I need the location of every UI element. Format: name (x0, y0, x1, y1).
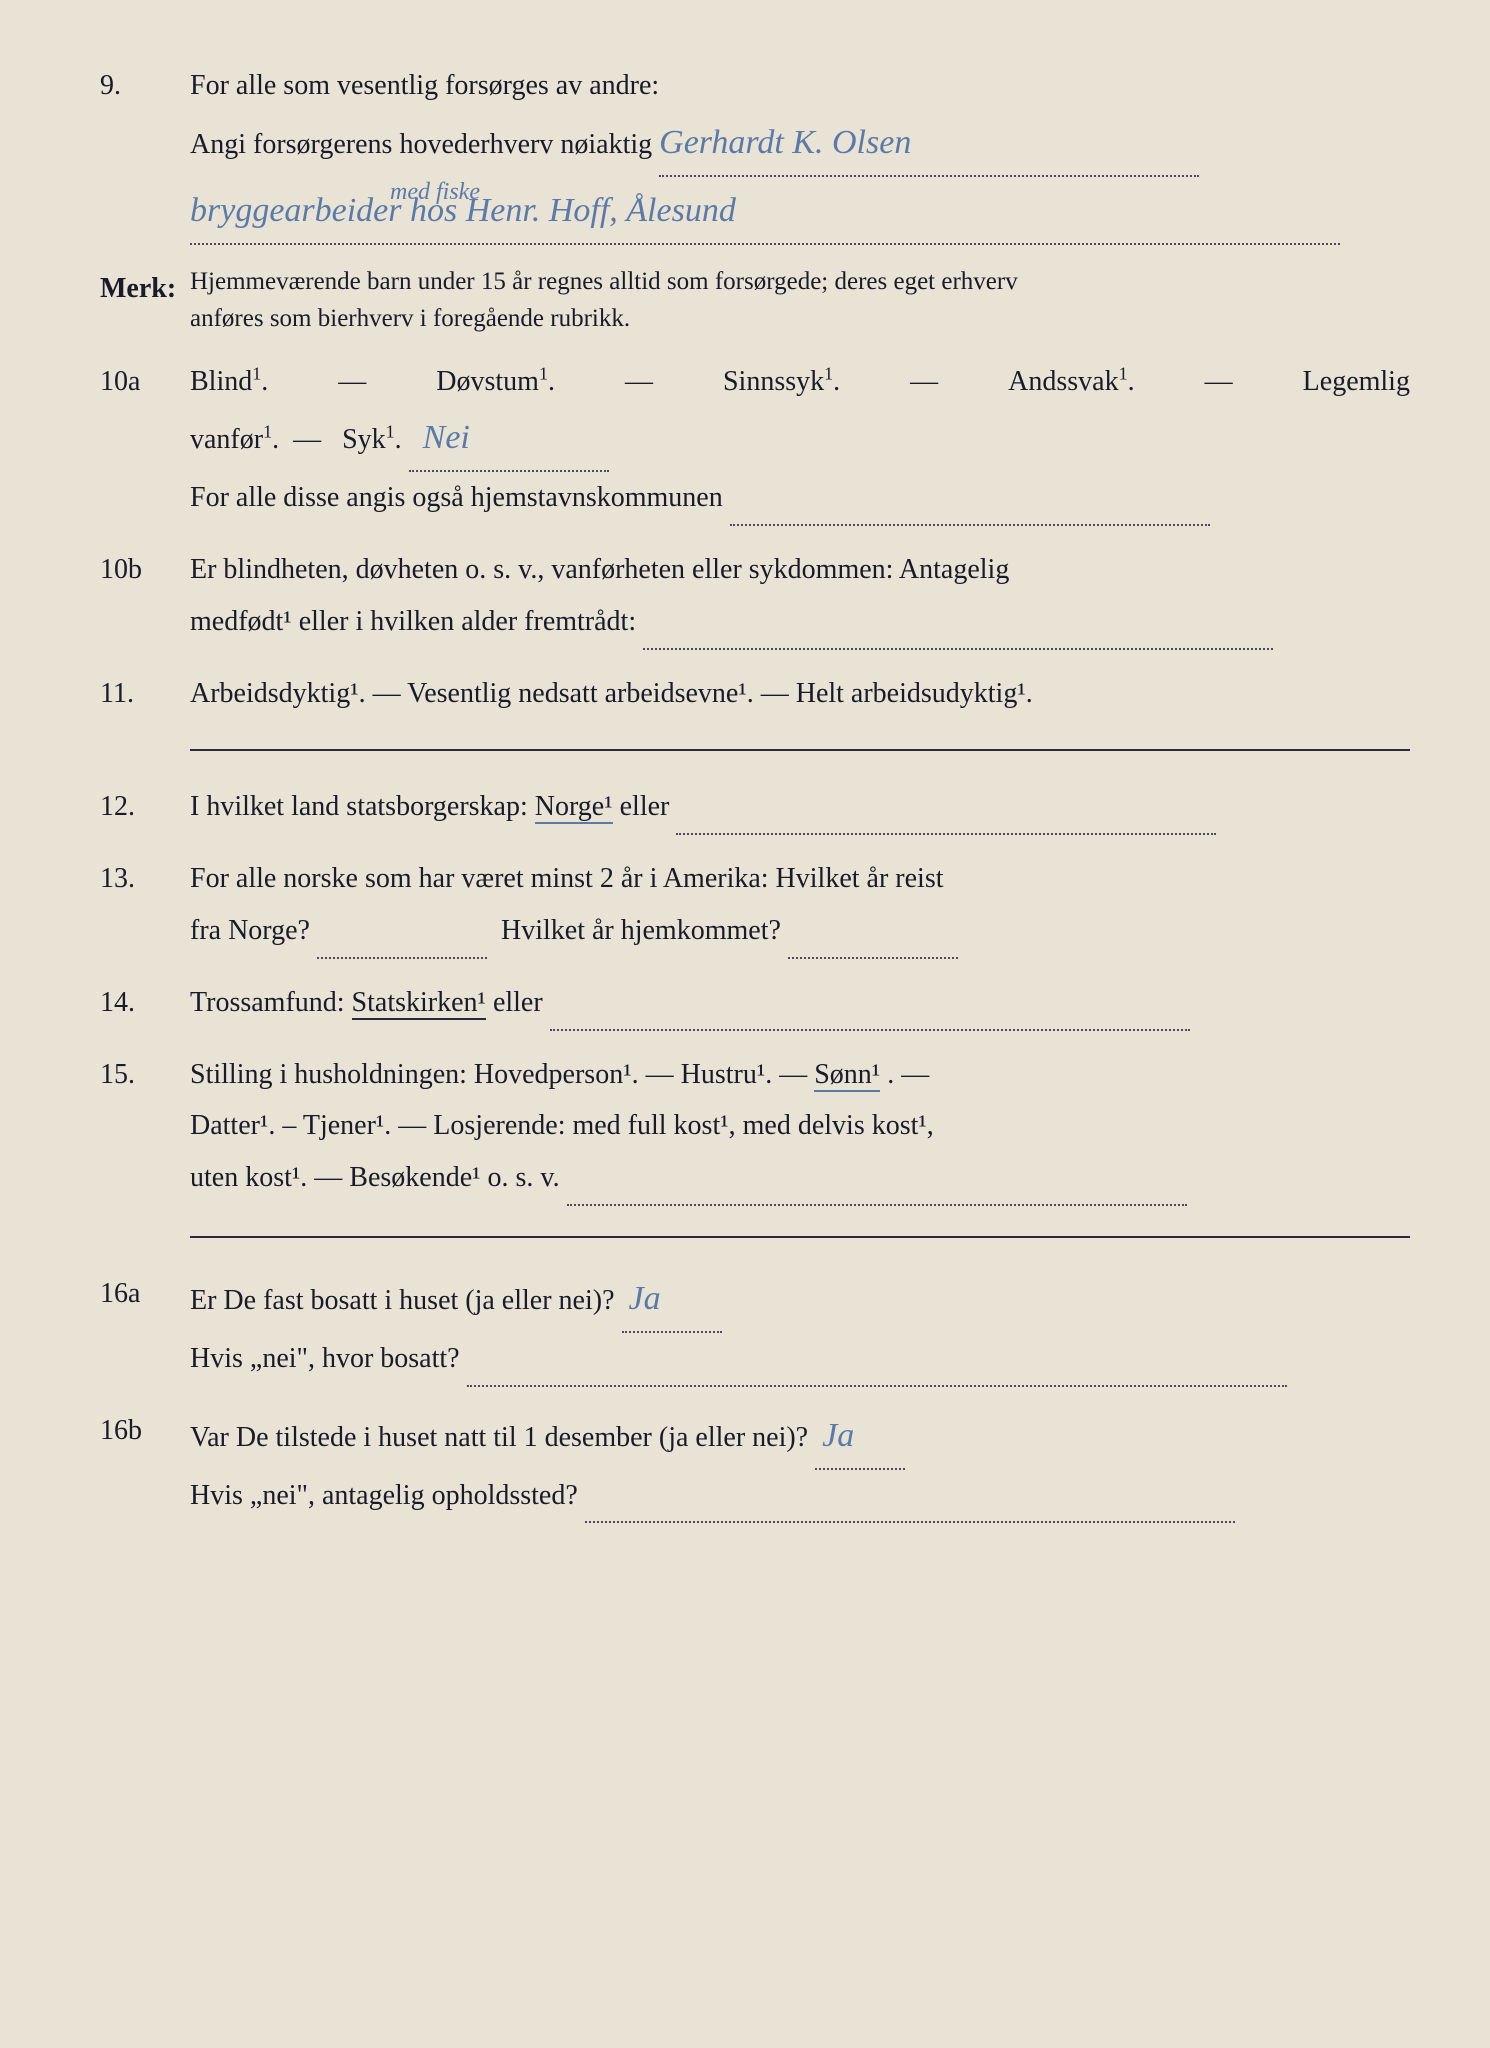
question-16b: 16b Var De tilstede i huset natt til 1 d… (100, 1405, 1410, 1524)
q9-line2: Angi forsørgerens hovederhverv nøiaktig … (190, 112, 1410, 177)
q12-content: I hvilket land statsborgerskap: Norge¹ e… (190, 781, 1410, 835)
question-13: 13. For alle norske som har været minst … (100, 853, 1410, 959)
q13-number: 13. (100, 853, 190, 959)
question-11: 11. Arbeidsdyktig¹. — Vesentlig nedsatt … (100, 668, 1410, 720)
question-12: 12. I hvilket land statsborgerskap: Norg… (100, 781, 1410, 835)
q10a-line1: Blind1. — Døvstum1. — Sinnssyk1. — Andss… (190, 356, 1410, 408)
q10b-line1: Er blindheten, døvheten o. s. v., vanfør… (190, 544, 1410, 596)
q13-line2: fra Norge? Hvilket år hjemkommet? (190, 905, 1410, 959)
merk-content: Hjemmeværende barn under 15 år regnes al… (190, 263, 1410, 338)
q10a-content: Blind1. — Døvstum1. — Sinnssyk1. — Andss… (190, 356, 1410, 526)
q11-number: 11. (100, 668, 190, 720)
divider-2 (190, 1236, 1410, 1238)
merk-note: Merk: Hjemmeværende barn under 15 år reg… (100, 263, 1410, 338)
q10b-number: 10b (100, 544, 190, 650)
q9-line3-row: med fiske bryggearbeider hos Henr. Hoff,… (100, 180, 1410, 245)
q16a-content: Er De fast bosatt i huset (ja eller nei)… (190, 1268, 1410, 1387)
q16b-line2: Hvis „nei", antagelig opholdssted? (190, 1470, 1410, 1524)
q10a-line2: vanfør1. — Syk1. Nei (190, 407, 1410, 472)
q16b-line1: Var De tilstede i huset natt til 1 desem… (190, 1405, 1410, 1470)
merk-text1: Hjemmeværende barn under 15 år regnes al… (190, 263, 1410, 301)
q16a-line1: Er De fast bosatt i huset (ja eller nei)… (190, 1268, 1410, 1333)
merk-text2: anføres som bierhverv i foregående rubri… (190, 300, 1410, 338)
q9-line1: For alle som vesentlig forsørges av andr… (190, 60, 1410, 112)
q16b-number: 16b (100, 1405, 190, 1524)
question-10b: 10b Er blindheten, døvheten o. s. v., va… (100, 544, 1410, 650)
census-form-page: 9. For alle som vesentlig forsørges av a… (0, 0, 1490, 1601)
q14-statskirken: Statskirken¹ (352, 987, 486, 1020)
q15-line2: Datter¹. – Tjener¹. — Losjerende: med fu… (190, 1100, 1410, 1152)
question-16a: 16a Er De fast bosatt i huset (ja eller … (100, 1268, 1410, 1387)
q9-sup-text: med fiske (390, 170, 480, 214)
q9-handwritten-name: Gerhardt K. Olsen (659, 112, 1199, 177)
q10b-line2: medfødt¹ eller i hvilken alder fremtrådt… (190, 596, 1410, 650)
question-15: 15. Stilling i husholdningen: Hovedperso… (100, 1049, 1410, 1206)
q12-number: 12. (100, 781, 190, 835)
q11-text: Arbeidsdyktig¹. — Vesentlig nedsatt arbe… (190, 668, 1410, 720)
q9-content: For alle som vesentlig forsørges av andr… (190, 60, 1410, 177)
q15-content: Stilling i husholdningen: Hovedperson¹. … (190, 1049, 1410, 1206)
q10a-number: 10a (100, 356, 190, 526)
q10a-line3: For alle disse angis også hjemstavnskomm… (190, 472, 1410, 526)
q15-sonn: Sønn¹ (814, 1059, 880, 1092)
q15-line1: Stilling i husholdningen: Hovedperson¹. … (190, 1049, 1410, 1101)
question-9: 9. For alle som vesentlig forsørges av a… (100, 60, 1410, 177)
q16b-content: Var De tilstede i huset natt til 1 desem… (190, 1405, 1410, 1524)
question-14: 14. Trossamfund: Statskirken¹ eller (100, 977, 1410, 1031)
q9-label: Angi forsørgerens hovederhverv nøiaktig (190, 129, 652, 160)
q10b-content: Er blindheten, døvheten o. s. v., vanfør… (190, 544, 1410, 650)
q10a-handwritten: Nei (423, 419, 470, 456)
q16a-handwritten: Ja (629, 1280, 661, 1317)
q9-number: 9. (100, 60, 190, 177)
q16a-number: 16a (100, 1268, 190, 1387)
q15-number: 15. (100, 1049, 190, 1206)
q12-norge: Norge¹ (535, 791, 613, 824)
divider-1 (190, 749, 1410, 751)
q14-number: 14. (100, 977, 190, 1031)
question-10a: 10a Blind1. — Døvstum1. — Sinnssyk1. — A… (100, 356, 1410, 526)
q13-line1: For alle norske som har været minst 2 år… (190, 853, 1410, 905)
q14-content: Trossamfund: Statskirken¹ eller (190, 977, 1410, 1031)
q16a-line2: Hvis „nei", hvor bosatt? (190, 1333, 1410, 1387)
q16b-handwritten: Ja (822, 1417, 854, 1454)
q9-handwritten-occupation: med fiske bryggearbeider hos Henr. Hoff,… (190, 192, 1340, 229)
merk-label: Merk: (100, 263, 190, 338)
q15-line3: uten kost¹. — Besøkende¹ o. s. v. (190, 1152, 1410, 1206)
q13-content: For alle norske som har været minst 2 år… (190, 853, 1410, 959)
